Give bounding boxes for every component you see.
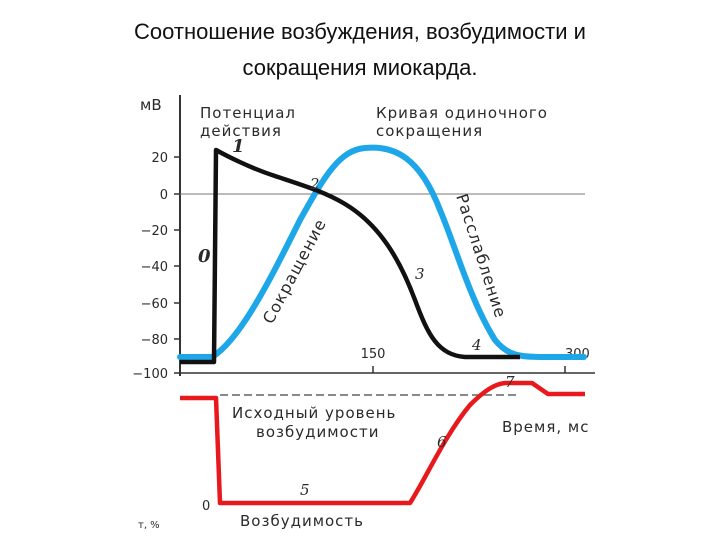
lower-axis-zero: 0 — [202, 499, 210, 514]
label-action-potential-line-1: Потенциал — [200, 104, 296, 122]
excitability-curve — [180, 380, 585, 506]
y-tick-minus-100: −100 — [132, 367, 168, 382]
phase-4: 4 — [471, 336, 482, 354]
phase-3: 3 — [415, 265, 425, 283]
x-tick-150: 150 — [361, 347, 386, 362]
action-potential-curve — [180, 147, 520, 365]
label-action-potential-line-2: действия — [200, 122, 282, 140]
label-contraction-curve-line-1: Кривая одиночного — [376, 104, 548, 122]
y-tick-marks — [174, 156, 180, 374]
y-tick-0: 0 — [160, 188, 168, 203]
slide-title-line-2: сокращения миокарда. — [242, 55, 478, 80]
label-contraction-curve-line-2: сокращения — [376, 122, 483, 140]
phase-7: 7 — [505, 373, 515, 391]
y-tick-minus-40: −40 — [141, 260, 168, 275]
label-excitability: Возбудимость — [240, 512, 364, 530]
label-baseline-line-2: возбудимости — [256, 423, 379, 441]
label-time: Время, мс — [502, 418, 589, 436]
slide-title-line-1: Соотношение возбуждения, возбудимости и — [134, 19, 586, 44]
y-tick-20: 20 — [151, 151, 168, 166]
label-baseline-line-1: Исходный уровень — [232, 404, 396, 422]
y-axis-unit: мВ — [140, 96, 162, 114]
phase-2: 2 — [309, 175, 320, 193]
label-relaxation: Расслабление — [452, 191, 510, 320]
phase-0: 0 — [198, 246, 211, 267]
contraction-curve — [177, 144, 587, 360]
phase-6: 6 — [437, 433, 447, 451]
slide-title: Соотношение возбуждения, возбудимости и … — [0, 14, 720, 86]
y-tick-minus-60: −60 — [141, 297, 168, 312]
phase-5: 5 — [300, 481, 310, 499]
phase-1: 1 — [232, 136, 245, 157]
y-tick-minus-20: −20 — [141, 224, 168, 239]
y-tick-minus-80: −80 — [141, 333, 168, 348]
lower-axis-unit: т, % — [138, 520, 160, 531]
